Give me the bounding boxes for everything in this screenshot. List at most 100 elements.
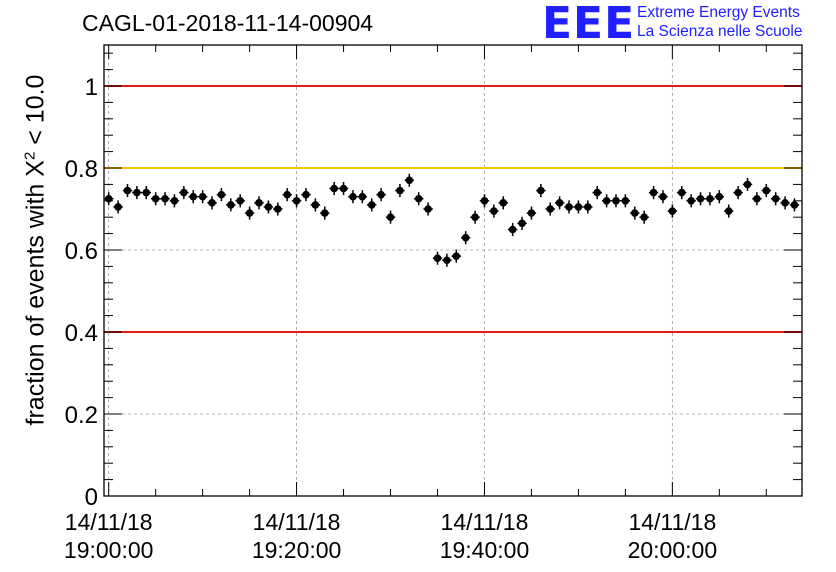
data-marker [208,199,216,207]
data-marker [527,209,536,217]
data-marker [217,190,226,199]
data-marker [424,205,432,213]
data-marker [433,254,442,262]
data-point [338,181,349,196]
data-point [648,186,659,200]
data-marker [227,201,235,209]
data-marker [180,188,188,197]
data-marker [292,197,301,205]
data-marker [452,252,461,260]
data-marker [499,199,508,207]
data-marker [161,194,169,203]
data-marker [640,213,648,221]
data-marker [706,194,714,203]
logo-caption-line-1: Extreme Energy Events [637,4,800,21]
logo-caption: Extreme Energy Events La Scienza nelle S… [637,3,802,41]
run-title: CAGL-01-2018-11-14-00904 [82,10,374,36]
data-marker [471,213,479,221]
data-marker [358,192,367,201]
data-point [169,194,180,208]
data-marker [753,194,761,203]
data-marker [537,186,545,195]
data-marker [236,197,245,205]
y-axis-label-symbol: X [21,160,50,177]
data-marker [677,188,686,197]
data-point [620,194,631,208]
x-tick-date-label: 14/11/18 [253,509,341,535]
data-marker [743,180,752,189]
data-point [103,192,114,206]
y-tick-label: 0 [85,484,98,511]
x-tick-time-label: 19:40:00 [440,537,530,563]
data-point [132,186,142,200]
data-point [329,181,339,196]
data-point [385,210,396,224]
data-marker [715,192,724,201]
data-point [611,194,621,208]
data-point [207,196,217,210]
data-marker [724,207,733,215]
data-point [414,192,424,206]
data-marker [170,197,179,205]
data-point [658,190,668,204]
data-point [273,202,283,216]
data-marker [386,213,395,221]
data-marker [245,209,254,217]
y-tick-label: 1 [85,74,98,101]
data-point [677,186,687,200]
data-marker [612,197,620,205]
data-point [432,251,443,265]
data-marker [696,194,705,203]
eee-logo: EEE [542,0,636,49]
data-point [179,186,189,200]
data-point [667,204,678,218]
x-tick-time-label: 19:20:00 [252,537,342,563]
data-point [348,190,358,204]
data-marker [142,188,151,197]
data-marker [133,188,141,197]
data-point [479,194,490,208]
y-tick-label: 0.6 [65,238,98,265]
data-point [244,206,255,220]
data-marker [151,194,160,203]
data-point [263,200,274,214]
data-point [536,183,546,198]
reference-lines [104,85,802,333]
y-tick-label: 0.4 [65,320,98,347]
data-point [761,183,772,198]
data-marker [621,197,630,205]
data-point [320,206,330,220]
data-point [113,200,123,214]
x-tick-date-label: 14/11/18 [628,509,716,535]
data-point [150,192,161,206]
data-point [423,202,433,216]
data-marker [602,197,611,205]
data-marker [668,207,677,215]
data-point [216,188,227,202]
y-axis-label-prefix: fraction of events with [21,176,50,426]
data-marker [264,203,273,211]
data-point [507,222,518,237]
data-point [705,192,715,206]
data-point [695,192,706,206]
data-marker [255,199,263,207]
data-point [188,190,198,204]
data-point [733,186,743,200]
grid-lines [104,45,802,496]
data-point [714,190,725,204]
data-point [451,249,461,263]
data-marker [480,197,489,205]
logo-caption-line-2: La Scienza nelle Scuole [637,23,803,40]
plot-frame [103,44,803,497]
data-marker [104,194,113,203]
data-marker [771,194,780,203]
data-marker [762,186,771,195]
data-point [752,192,762,206]
data-marker [443,256,451,265]
data-point [517,216,527,230]
data-point [254,196,264,210]
x-tick-date-label: 14/11/18 [65,509,153,535]
data-point [770,192,781,206]
data-points [103,173,800,267]
